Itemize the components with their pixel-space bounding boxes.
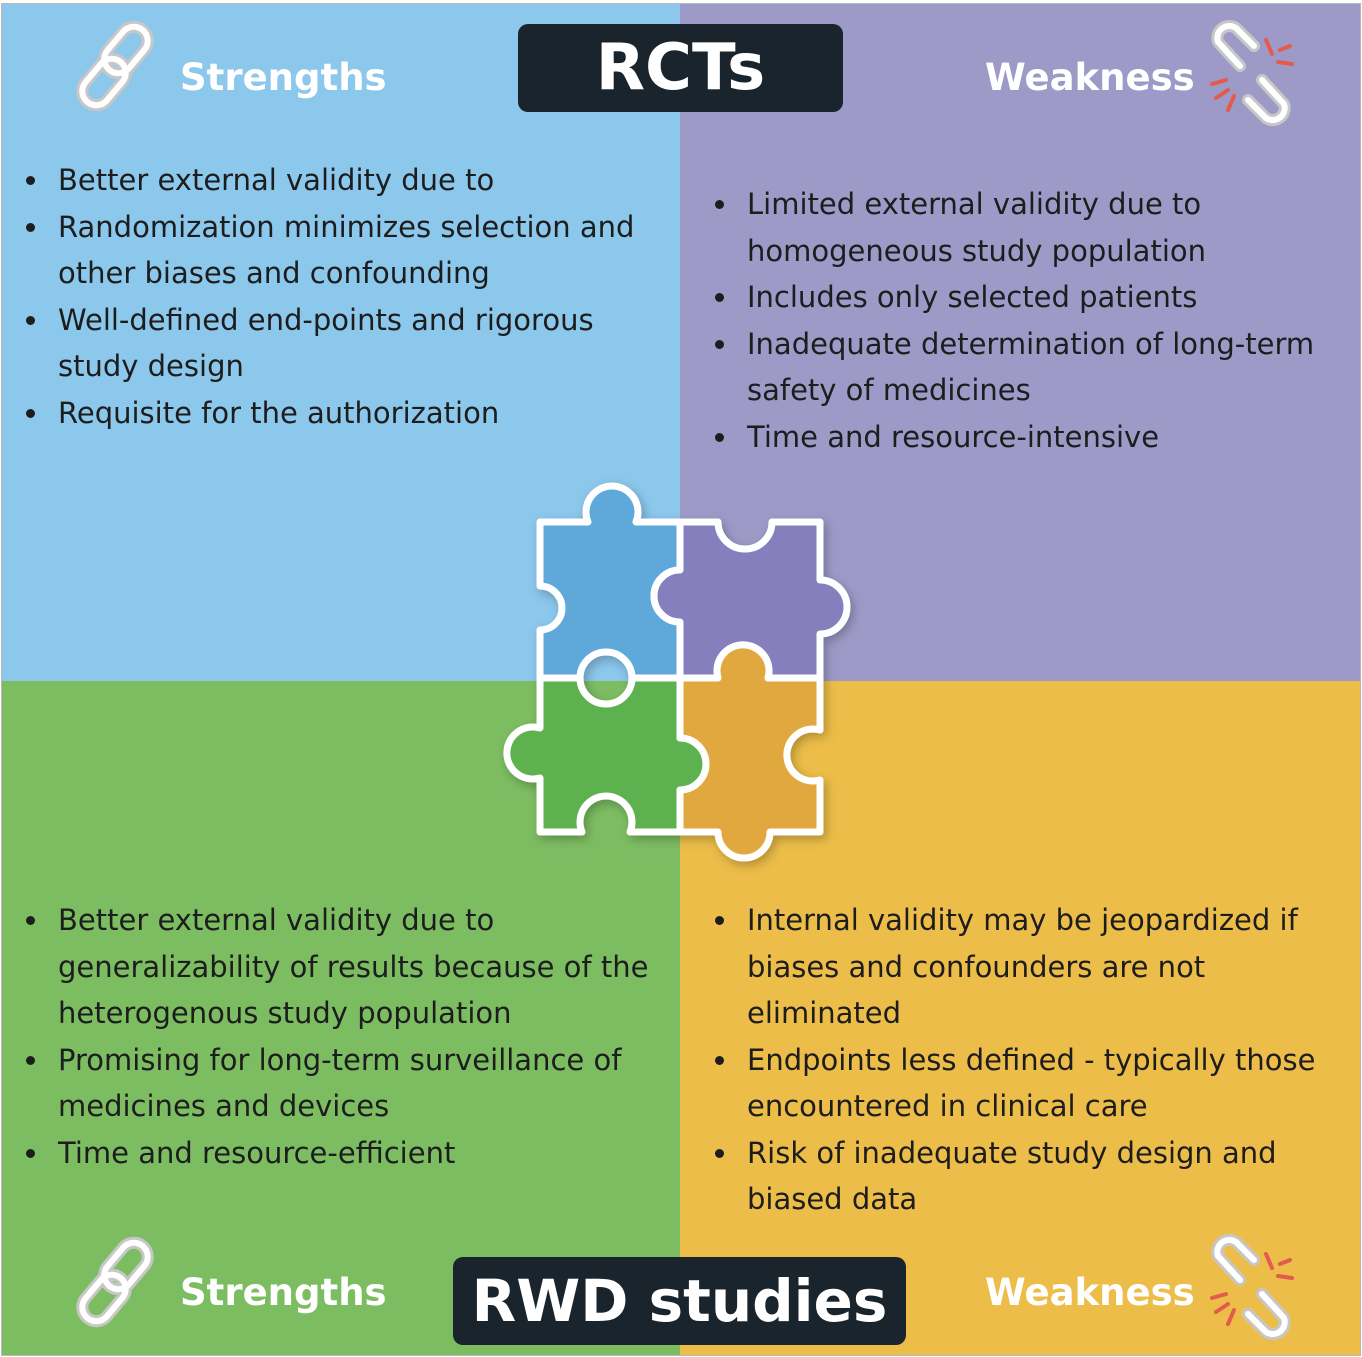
rct-weakness-heading: Weakness (985, 56, 1195, 99)
list-item: Endpoints less defined - typically those… (713, 1037, 1343, 1130)
rwd-weakness-list: Internal validity may be jeopardized if … (713, 897, 1343, 1223)
rwd-studies-title: RWD studies (453, 1257, 906, 1345)
rwd-strengths-list: Better external validity due to generali… (24, 897, 664, 1176)
rwd-weakness-heading: Weakness (985, 1271, 1195, 1314)
list-item: Limited external validity due to homogen… (713, 181, 1333, 274)
broken-chain-icon (1210, 1234, 1294, 1340)
list-item: Time and resource-efficient (24, 1130, 664, 1177)
puzzle-piece-orange (676, 641, 824, 862)
list-item: Better external validity due to generali… (24, 897, 664, 1037)
rcts-title: RCTs (518, 24, 843, 112)
list-item: Risk of inadequate study design and bias… (713, 1130, 1343, 1223)
chain-link-icon (76, 20, 154, 112)
rct-strengths-heading: Strengths (180, 56, 387, 99)
list-item: Better external validity due to (24, 157, 664, 204)
chain-link-icon (76, 1236, 154, 1328)
list-item: Well-defined end-points and rigorous stu… (24, 297, 664, 390)
list-item: Inadequate determination of long-term sa… (713, 321, 1333, 414)
list-item: Includes only selected patients (713, 274, 1333, 321)
puzzle-icon (503, 482, 851, 862)
rct-weakness-list: Limited external validity due to homogen… (713, 181, 1333, 460)
list-item: Randomization minimizes selection and ot… (24, 204, 664, 297)
list-item: Promising for long-term surveillance of … (24, 1037, 664, 1130)
broken-chain-icon (1210, 20, 1294, 126)
puzzle-piece-green (503, 674, 710, 836)
list-item: Time and resource-intensive (713, 414, 1333, 461)
list-item: Internal validity may be jeopardized if … (713, 897, 1343, 1037)
list-item: Requisite for the authorization (24, 390, 664, 437)
rct-strengths-list: Better external validity due to Randomiz… (24, 157, 664, 436)
rwd-strengths-heading: Strengths (180, 1271, 387, 1314)
